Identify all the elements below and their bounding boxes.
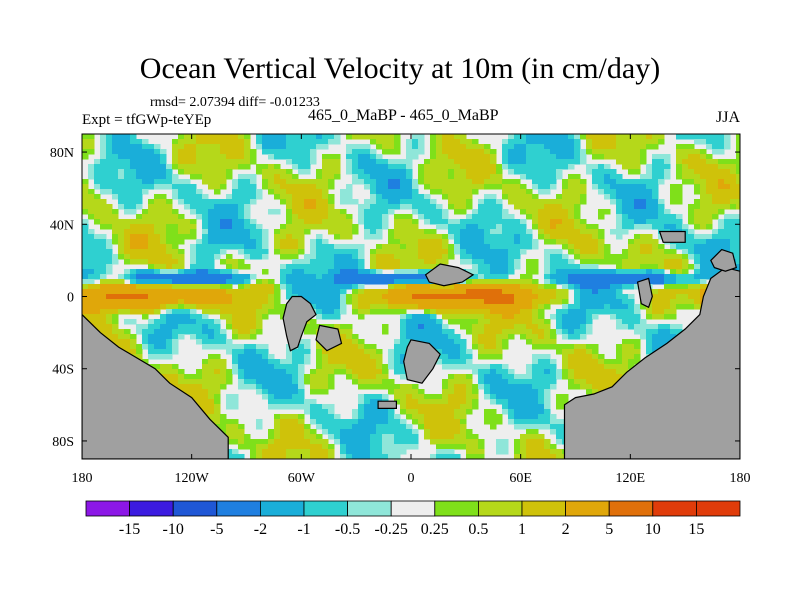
colorbar-label: -5 [210,521,223,538]
case-subtitle: 465_0_MaBP - 465_0_MaBP [308,107,499,124]
colorbar-label: -0.5 [335,521,360,538]
colorbar-swatch [434,500,479,517]
y-tick-label: 0 [67,291,74,306]
x-tick-label: 0 [408,471,415,486]
land-mid-continent-south [315,324,343,352]
land-equatorial-island [424,263,475,287]
x-tick-label: 60E [509,471,532,486]
colorbar-swatch [259,500,305,517]
colorbar-label: 1 [518,521,526,538]
colorbar-swatch [696,500,741,517]
colorbar-swatch [129,500,174,517]
land-east-mid-island [636,277,653,309]
colorbar-swatch [652,500,697,517]
colorbar-swatch [521,500,566,517]
colorbar: -15 -10 -5 -2 -1 -0.5 -0.25 0.25 0.5 1 2 5 10 15 [85,500,741,538]
colorbar-label: 10 [645,521,661,538]
land-west-continent [82,313,229,459]
colorbar-swatch [608,500,654,517]
axes: 180 120W 60W 0 60E 120E 180 80N 40N 0 40S 80S [50,134,751,486]
colorbar-label: 5 [605,521,613,538]
y-tick-label: 40N [50,218,74,233]
colorbar-label: 15 [688,521,704,538]
land-east-continent [563,266,740,459]
land-northeast-island [658,230,686,243]
colorbar-swatch [565,500,610,517]
x-tick-label: 120W [175,471,210,486]
land-mid-continent-north [282,295,317,352]
experiment-subtitle: Expt = tfGWp-teYEp [82,112,212,128]
stats-subtitle: rmsd= 2.07394 diff= -0.01233 [150,95,320,110]
x-tick-label: 180 [72,471,93,486]
land-southern-island [403,339,441,384]
season-label: JJA [716,109,741,126]
chart-title: Ocean Vertical Velocity at 10m (in cm/da… [139,52,661,85]
colorbar-label: -1 [297,521,310,538]
colorbar-swatch [390,500,436,517]
land-east-high-island [710,248,738,272]
colorbar-label: -10 [163,521,184,538]
colorbar-label: 2 [562,521,570,538]
colorbar-label: 0.5 [468,521,488,538]
colorbar-label: -0.25 [375,521,408,538]
x-tick-label: 120E [616,471,646,486]
colorbar-swatch [85,500,130,517]
colorbar-swatch [172,500,218,517]
y-tick-label: 40S [52,363,74,378]
colorbar-swatch [216,500,261,517]
land-small-south-island [377,400,397,409]
colorbar-label: -2 [254,521,267,538]
land-masses [82,230,740,459]
y-tick-label: 80N [50,146,74,161]
x-tick-label: 60W [288,471,316,486]
colorbar-swatch [347,500,392,517]
y-tick-label: 80S [52,435,74,450]
colorbar-swatch [303,500,348,517]
colorbar-label: -15 [119,521,140,538]
colorbar-label: 0.25 [421,521,449,538]
x-tick-label: 180 [730,471,751,486]
colorbar-swatch [477,500,523,517]
